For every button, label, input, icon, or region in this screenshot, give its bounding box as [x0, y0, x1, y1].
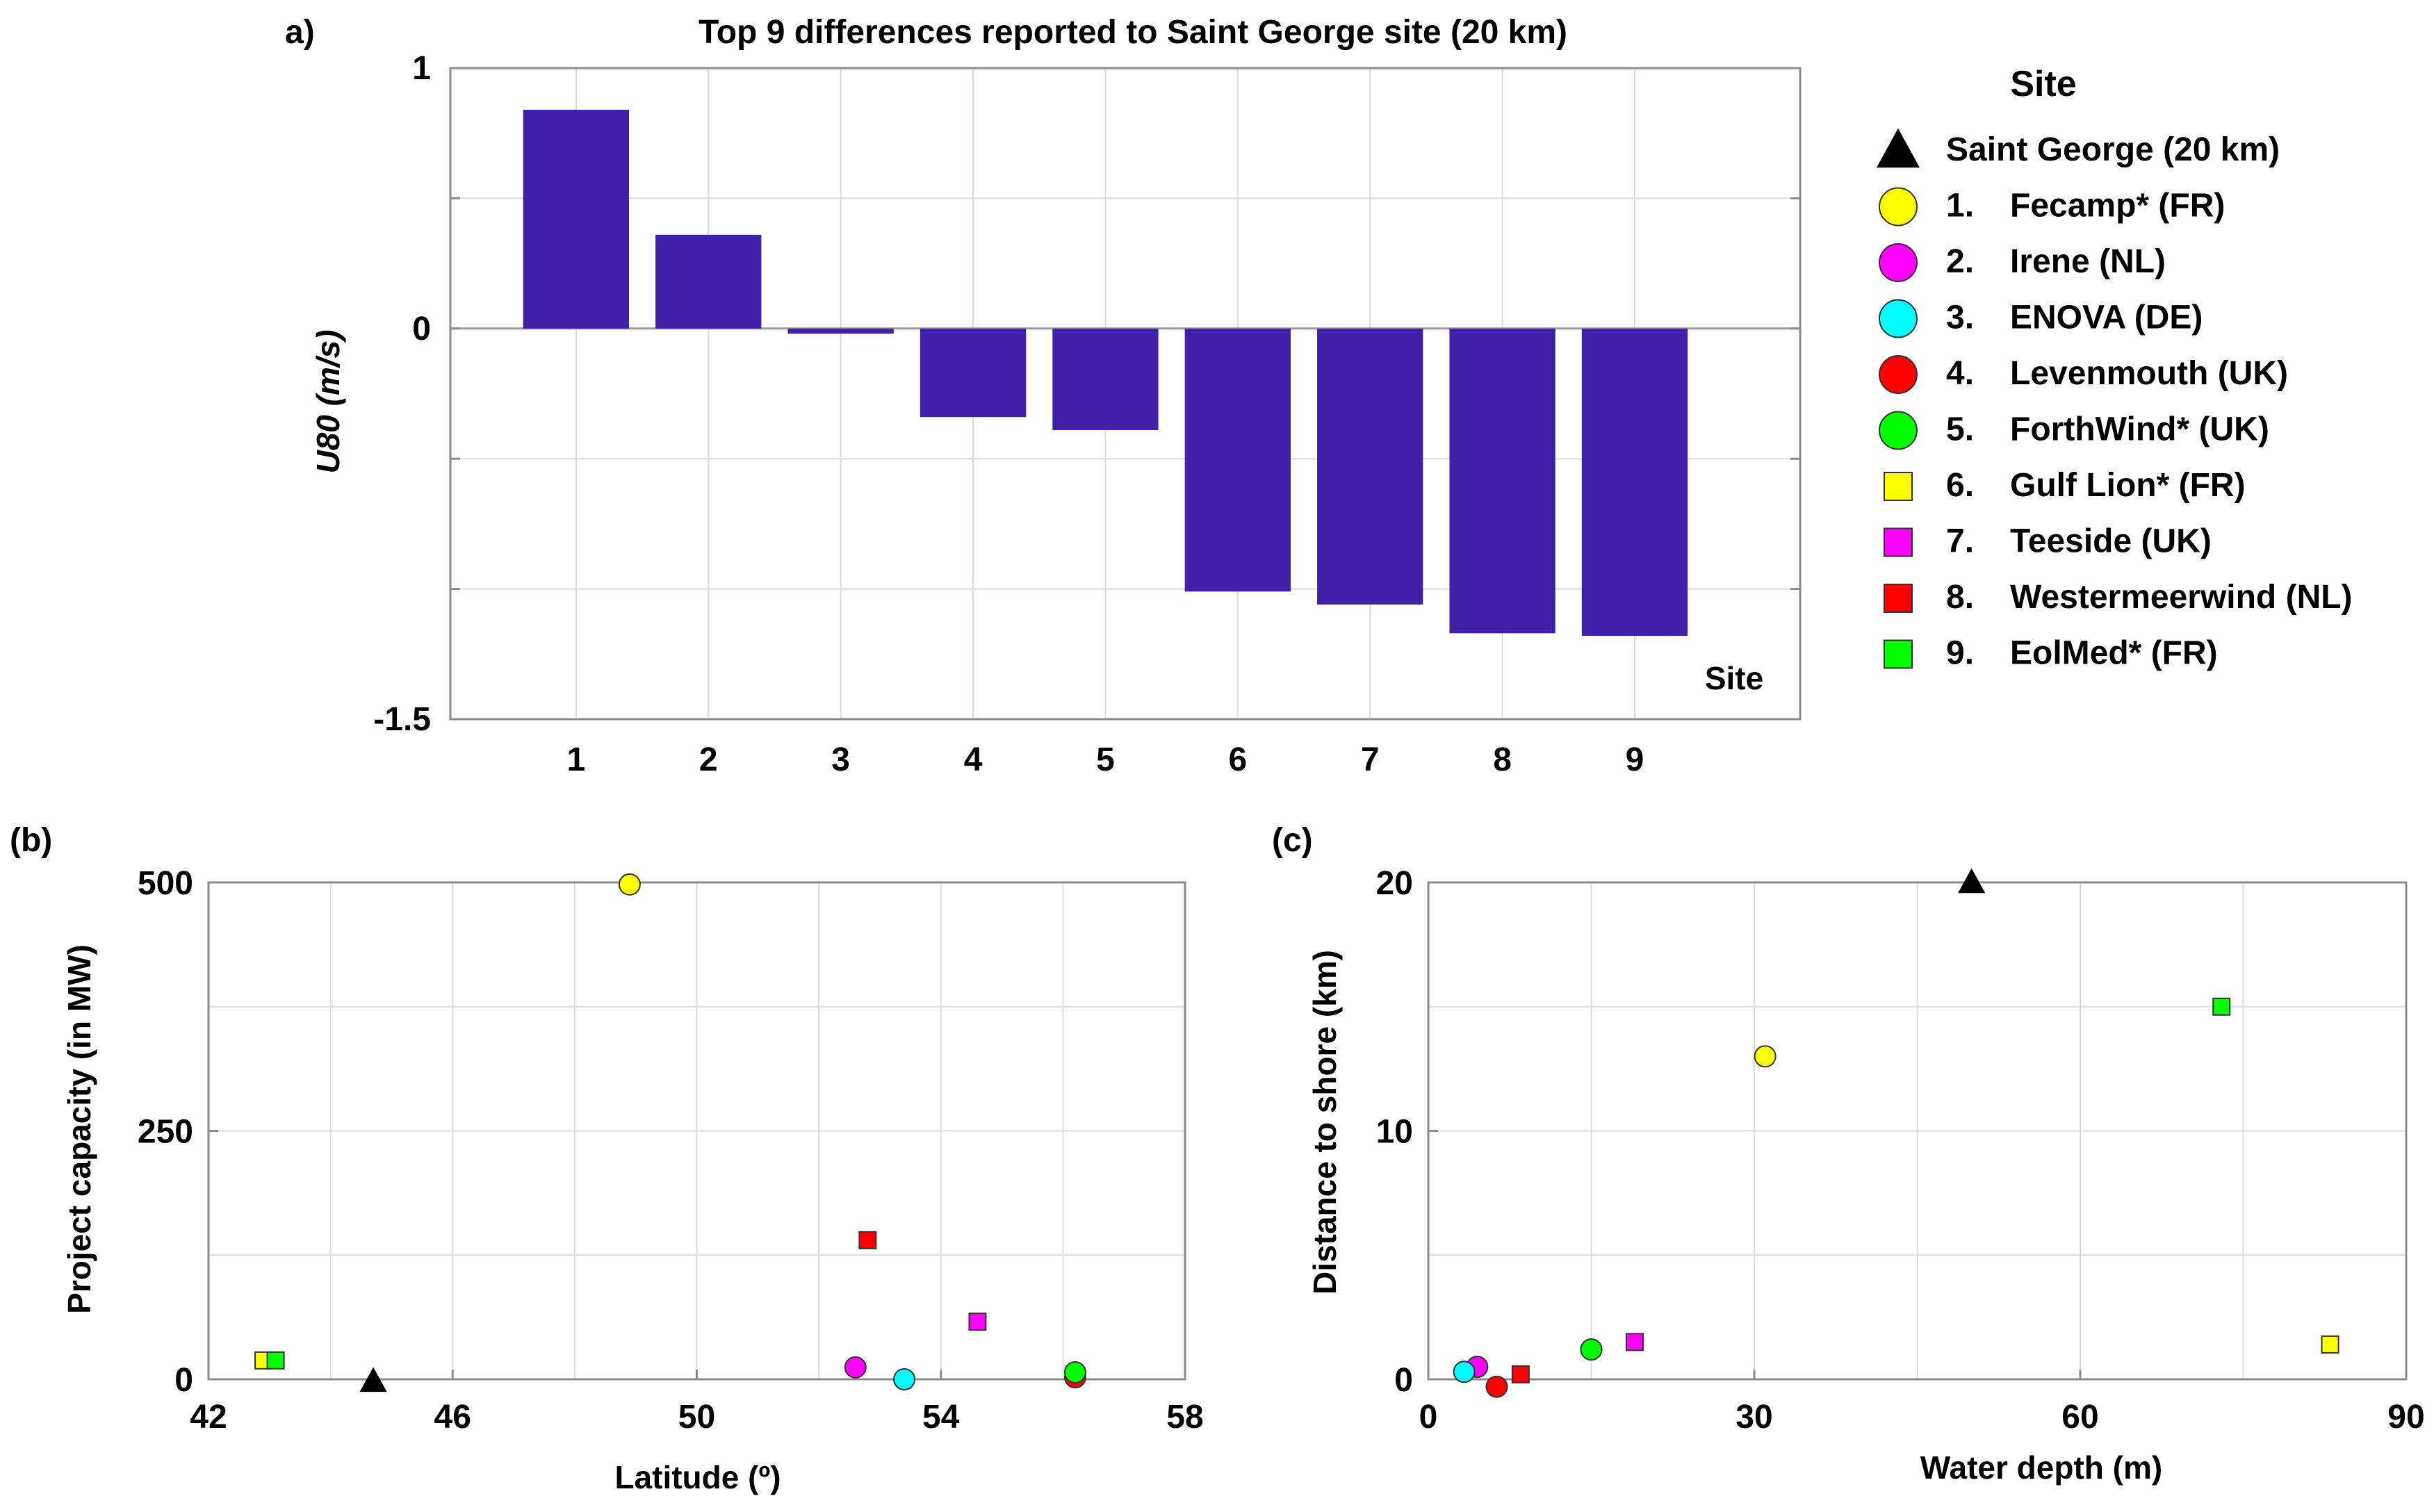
b-point-9: [266, 1351, 285, 1370]
legend-marker-6: [1884, 472, 1913, 501]
bar-site-4: [920, 328, 1027, 418]
c-point-5: [1580, 1338, 1603, 1361]
legend-entry-label: Teeside (UK): [2010, 523, 2212, 560]
panel-a: a) Top 9 differences reported to Saint G…: [285, 14, 1802, 778]
b-point-1: [618, 873, 641, 896]
c-point-3: [1453, 1361, 1476, 1383]
panel-b: (b) 42 46 50 54 58 0 250 500 Latitude (º) Proje…: [10, 822, 1204, 1495]
panel-b-xlabel: Latitude (º): [614, 1459, 781, 1495]
panel-a-xtick-label: 5: [1096, 741, 1115, 778]
b-xtick-label: 58: [1166, 1399, 1203, 1436]
c-point-9: [2212, 997, 2231, 1016]
b-point-3: [893, 1368, 916, 1390]
panel-b-ylabel: Project capacity (in MW): [61, 944, 97, 1314]
panel-a-ytick-label: -1.5: [373, 701, 431, 738]
bar-site-2: [655, 234, 762, 329]
b-point-7: [968, 1313, 987, 1331]
legend-entry-label: Irene (NL): [2010, 243, 2166, 280]
panel-a-xtick-label: 3: [831, 741, 850, 778]
panel-a-ytick-label: 0: [412, 311, 431, 347]
c-point-8: [1511, 1365, 1530, 1383]
panel-a-xtick-label: 2: [699, 741, 718, 778]
b-point-reference: [359, 1367, 387, 1392]
c-xtick-label: 90: [2387, 1399, 2424, 1436]
legend: Site Saint George (20 km) 1. Fecamp* (FR) 2…: [1876, 64, 2353, 672]
c-ytick-label: 0: [1394, 1362, 1413, 1399]
c-point-7: [1626, 1333, 1644, 1351]
panel-b-label: (b): [10, 822, 52, 859]
bar-site-6: [1184, 328, 1291, 592]
legend-marker-3: [1879, 299, 1918, 338]
bar-site-8: [1449, 328, 1555, 634]
panel-a-ytick-label: 1: [412, 50, 431, 87]
legend-entry-label: EolMed* (FR): [2010, 635, 2218, 672]
panel-a-title: Top 9 differences reported to Saint Geor…: [699, 14, 1567, 51]
panel-a-xtick-label: 8: [1493, 741, 1512, 778]
b-point-8: [858, 1231, 877, 1249]
panel-c-label: (c): [1272, 822, 1313, 859]
panel-c-ylabel: Distance to shore (km): [1307, 950, 1343, 1295]
legend-entry-number: 8.: [1946, 579, 1974, 616]
bar-site-1: [523, 109, 630, 329]
legend-marker-5: [1879, 411, 1918, 450]
legend-entry-number: 7.: [1946, 523, 1974, 560]
legend-marker-4: [1879, 355, 1918, 394]
c-point-6: [2321, 1335, 2339, 1354]
panel-a-xtick-label: 1: [567, 741, 586, 778]
bar-site-9: [1581, 328, 1688, 636]
legend-marker-7: [1884, 527, 1913, 557]
bar-site-7: [1317, 328, 1423, 605]
legend-entry-number: 3.: [1946, 299, 1974, 336]
b-xtick-label: 42: [190, 1399, 227, 1436]
b-ytick-label: 250: [138, 1114, 193, 1151]
legend-entry-number: 9.: [1946, 635, 1974, 672]
b-xtick-label: 54: [922, 1399, 960, 1436]
legend-entry-number: 1.: [1946, 188, 1974, 224]
panel-a-xtick-label: 7: [1361, 741, 1380, 778]
c-ytick-label: 10: [1376, 1114, 1413, 1151]
b-xtick-label: 46: [434, 1399, 471, 1436]
legend-marker-9: [1884, 639, 1913, 669]
legend-entry-number: 4.: [1946, 355, 1974, 392]
panel-c: (c) 0 30 60 90 0 10 20 Water depth (m) Distanc…: [1272, 822, 2425, 1486]
legend-title: Site: [2010, 64, 2076, 104]
panel-a-xtick-label: 6: [1228, 741, 1247, 778]
panel-c-xlabel: Water depth (m): [1920, 1449, 2162, 1486]
b-xtick-label: 50: [678, 1399, 715, 1436]
bar-site-3: [787, 328, 894, 334]
legend-entry-label: Levenmouth (UK): [2010, 355, 2288, 392]
b-ytick-label: 0: [174, 1362, 193, 1399]
panel-a-xtick-label: 9: [1626, 741, 1644, 778]
legend-marker-2: [1879, 243, 1918, 282]
legend-marker-0: [1876, 128, 1920, 168]
legend-entry-number: 6.: [1946, 467, 1974, 504]
bar-site-5: [1052, 328, 1159, 430]
legend-entry-label: Saint George (20 km): [1946, 131, 2280, 168]
panel-a-frame: [449, 67, 1802, 721]
legend-entry-label: ENOVA (DE): [2010, 299, 2203, 336]
b-point-5: [1063, 1361, 1086, 1383]
legend-entry-number: 5.: [1946, 411, 1974, 448]
c-xtick-label: 30: [1735, 1399, 1772, 1436]
legend-entry-number: 2.: [1946, 243, 1974, 280]
legend-entry-label: Westermeerwind (NL): [2010, 579, 2353, 616]
panel-a-label: a): [285, 14, 315, 51]
b-ytick-label: 500: [138, 865, 193, 902]
legend-entry-label: Fecamp* (FR): [2010, 188, 2225, 224]
c-point-reference: [1958, 868, 1986, 894]
legend-marker-1: [1879, 187, 1918, 227]
panel-a-ylabel: U80 (m/s): [310, 329, 346, 473]
c-point-4: [1485, 1375, 1508, 1398]
legend-entry-label: ForthWind* (UK): [2010, 411, 2269, 448]
c-xtick-label: 60: [2061, 1399, 2098, 1436]
legend-marker-8: [1884, 584, 1913, 613]
b-point-2: [844, 1356, 867, 1379]
c-point-1: [1754, 1045, 1777, 1068]
panel-a-xlabel: Site: [1705, 660, 1763, 696]
c-ytick-label: 20: [1376, 865, 1413, 902]
c-xtick-label: 0: [1419, 1399, 1438, 1436]
legend-entry-label: Gulf Lion* (FR): [2010, 467, 2246, 504]
panel-a-xtick-label: 4: [964, 741, 983, 778]
